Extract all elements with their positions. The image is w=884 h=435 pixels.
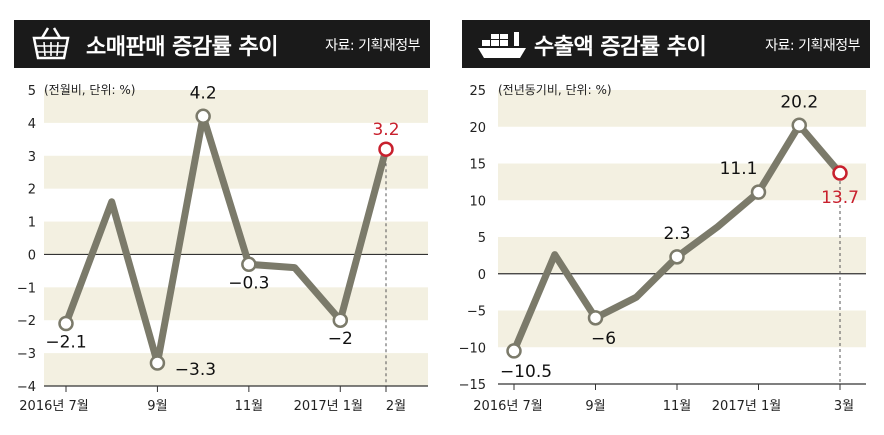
retail-data-label: −0.3 bbox=[228, 273, 269, 293]
retail-source-label: 자료: 기획재정부 bbox=[325, 38, 420, 54]
export-source-label: 자료: 기획재정부 bbox=[765, 38, 860, 54]
cargo-ship-icon bbox=[476, 26, 528, 68]
retail-y-tick-label: 2 bbox=[28, 183, 36, 198]
retail-data-label: −2 bbox=[328, 329, 353, 349]
export-y-tick-label: −15 bbox=[459, 378, 486, 393]
retail-data-label: −3.3 bbox=[175, 360, 216, 380]
export-y-tick-label: 10 bbox=[469, 194, 486, 209]
export-data-point bbox=[791, 117, 807, 134]
retail-x-tick-label: 2016년 7월 bbox=[19, 399, 88, 414]
retail-y-tick-label: 1 bbox=[28, 216, 36, 231]
retail-grid-band bbox=[44, 287, 428, 321]
retail-y-tick-label: −1 bbox=[17, 281, 36, 296]
retail-data-point bbox=[149, 355, 166, 371]
retail-y-tick-label: −4 bbox=[17, 380, 36, 395]
export-y-tick-label: 5 bbox=[478, 231, 486, 246]
export-x-tick-label: 9월 bbox=[585, 399, 605, 414]
retail-y-tick-label: 5 bbox=[28, 84, 36, 99]
retail-data-label: −2.1 bbox=[45, 333, 86, 353]
export-y-tick-label: 15 bbox=[469, 158, 486, 173]
export-data-label: 20.2 bbox=[780, 92, 818, 112]
export-x-tick-label: 2017년 1월 bbox=[712, 399, 781, 414]
retail-data-point bbox=[332, 312, 349, 328]
export-data-label: −6 bbox=[591, 329, 616, 349]
retail-chart-header: 소매판매 증감률 추이 자료: 기획재정부 bbox=[14, 20, 430, 68]
retail-x-tick-label: 2월 bbox=[386, 399, 406, 414]
retail-y-tick-label: 0 bbox=[28, 248, 36, 263]
export-data-point bbox=[669, 249, 685, 265]
export-data-label: 13.7 bbox=[821, 188, 859, 208]
export-data-point bbox=[506, 343, 522, 359]
retail-data-point bbox=[241, 256, 257, 273]
export-x-tick-label: 3월 bbox=[834, 399, 854, 414]
export-y-tick-label: −10 bbox=[459, 341, 486, 356]
retail-y-tick-label: −3 bbox=[17, 347, 36, 362]
retail-data-point bbox=[195, 108, 211, 125]
export-chart-title: 수출액 증감률 추이 bbox=[534, 35, 707, 60]
export-data-point bbox=[750, 184, 767, 200]
retail-grid-band bbox=[44, 90, 428, 123]
export-grid-band bbox=[498, 163, 866, 201]
retail-grid-band bbox=[44, 155, 428, 189]
export-y-tick-label: 25 bbox=[469, 84, 486, 99]
export-y-tick-label: 0 bbox=[478, 268, 486, 283]
export-data-label: 2.3 bbox=[663, 224, 690, 244]
retail-x-tick-label: 2017년 1월 bbox=[294, 399, 363, 414]
retail-data-label: 4.2 bbox=[190, 83, 217, 103]
retail-x-tick-label: 9월 bbox=[147, 399, 167, 414]
export-data-point bbox=[832, 165, 848, 181]
export-x-tick-label: 11월 bbox=[663, 399, 692, 414]
export-grid-band bbox=[498, 310, 866, 348]
shopping-basket-icon bbox=[28, 26, 74, 68]
export-chart-header: 수출액 증감률 추이 자료: 기획재정부 bbox=[462, 20, 870, 68]
retail-data-point bbox=[378, 141, 394, 157]
retail-grid-band bbox=[44, 353, 428, 386]
export-data-label: 11.1 bbox=[720, 159, 758, 179]
retail-y-tick-label: 4 bbox=[28, 117, 36, 132]
export-data-point bbox=[587, 310, 604, 326]
retail-unit-label: (전월비, 단위: %) bbox=[44, 83, 135, 97]
export-y-tick-label: 20 bbox=[469, 121, 486, 136]
retail-y-tick-label: −2 bbox=[17, 314, 36, 329]
export-data-label: −10.5 bbox=[500, 362, 552, 382]
export-y-tick-label: −5 bbox=[467, 305, 486, 320]
retail-y-tick-label: 3 bbox=[28, 150, 36, 165]
retail-series-line bbox=[62, 112, 390, 367]
retail-data-label: 3.2 bbox=[372, 120, 399, 140]
retail-chart-title: 소매판매 증감률 추이 bbox=[86, 35, 278, 60]
retail-x-tick-label: 11월 bbox=[235, 399, 264, 414]
retail-data-point bbox=[58, 315, 74, 332]
export-unit-label: (전년동기비, 단위: %) bbox=[498, 83, 612, 97]
export-x-tick-label: 2016년 7월 bbox=[473, 399, 542, 414]
